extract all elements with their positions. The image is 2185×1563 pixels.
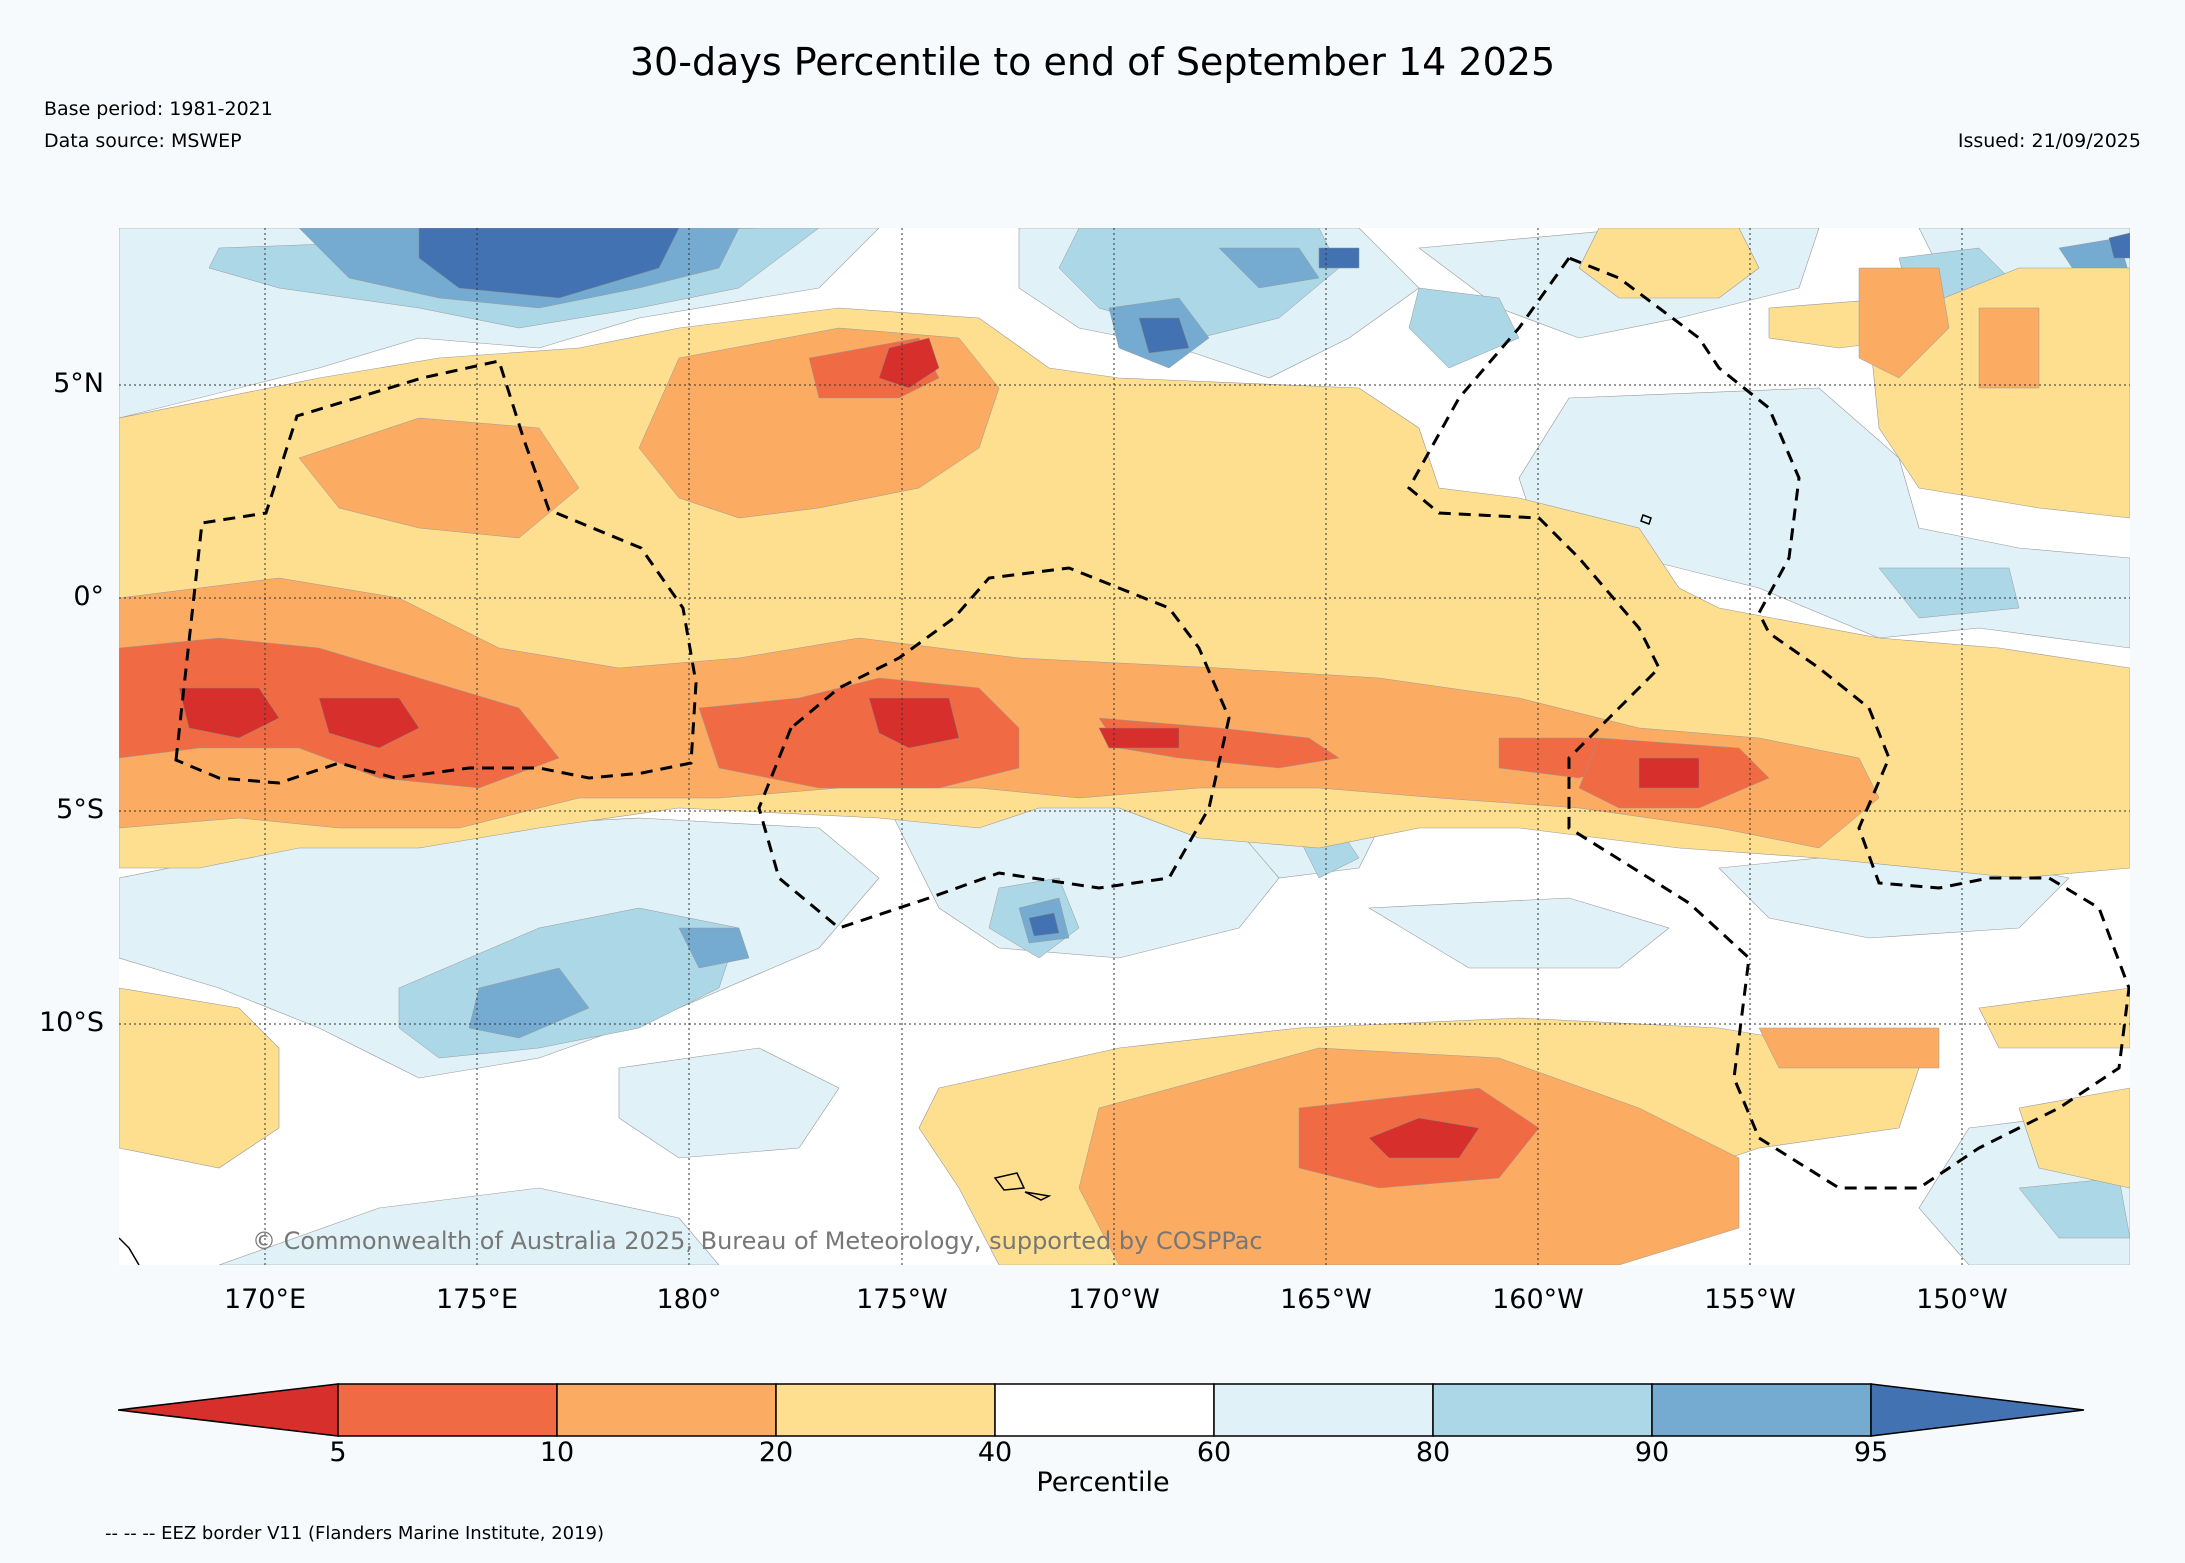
- colorbar-tick-80: 80: [1415, 1437, 1451, 1468]
- colorbar-5-10: [337, 1383, 558, 1437]
- lon-tick-150w: 150°W: [1916, 1284, 2008, 1315]
- lon-tick-170e: 170°E: [223, 1284, 307, 1315]
- colorbar-20-40: [775, 1383, 996, 1437]
- colorbar-10-20: [556, 1383, 777, 1437]
- eez-borders: [174, 256, 2130, 1190]
- lon-tick-160w: 160°W: [1492, 1284, 1584, 1315]
- lon-tick-175e: 175°E: [435, 1284, 519, 1315]
- copyright-notice: © Commonwealth of Australia 2025, Bureau…: [252, 1227, 1263, 1255]
- colorbar-label: Percentile: [1036, 1467, 1170, 1498]
- eez-footnote: -- -- -- EEZ border V11 (Flanders Marine…: [105, 1523, 605, 1544]
- lon-tick-175w: 175°W: [856, 1284, 948, 1315]
- data-source: Data source: MSWEP: [44, 130, 242, 152]
- colorbar-svg: [117, 1383, 2085, 1437]
- colorbar-gt95: [1870, 1383, 2085, 1437]
- lon-tick-155w: 155°W: [1704, 1284, 1796, 1315]
- colorbar-tick-20: 20: [758, 1437, 794, 1468]
- colorbar-lt5: [117, 1383, 339, 1437]
- percentile-map: [119, 228, 2130, 1265]
- colorbar-80-90: [1432, 1383, 1653, 1437]
- lon-tick-170w: 170°W: [1068, 1284, 1160, 1315]
- colorbar-40-60: [994, 1383, 1215, 1437]
- colorbar: [117, 1380, 2088, 1470]
- islands: [119, 514, 1652, 1265]
- region-lt5: [178, 337, 1700, 1159]
- colorbar-tick-5: 5: [329, 1437, 347, 1468]
- issued-date: Issued: 21/09/2025: [1957, 130, 2141, 152]
- colorbar-tick-90: 90: [1634, 1437, 1670, 1468]
- map-title: 30-days Percentile to end of September 1…: [629, 40, 1556, 84]
- map-canvas: [119, 228, 2130, 1265]
- lat-tick-0: 0°: [73, 581, 104, 612]
- lat-tick-5n: 5°N: [53, 368, 104, 399]
- base-period: Base period: 1981-2021: [44, 98, 273, 120]
- lon-tick-165w: 165°W: [1280, 1284, 1372, 1315]
- colorbar-tick-95: 95: [1853, 1437, 1889, 1468]
- lat-tick-10s: 10°S: [39, 1007, 104, 1038]
- graticule: [119, 228, 2130, 1265]
- region-gt95: [418, 228, 2130, 937]
- colorbar-tick-60: 60: [1196, 1437, 1232, 1468]
- lat-tick-5s: 5°S: [56, 794, 104, 825]
- colorbar-tick-40: 40: [977, 1437, 1013, 1468]
- colorbar-60-80: [1213, 1383, 1434, 1437]
- colorbar-tick-10: 10: [539, 1437, 575, 1468]
- colorbar-90-95: [1651, 1383, 1872, 1437]
- lon-tick-180: 180°: [656, 1284, 722, 1315]
